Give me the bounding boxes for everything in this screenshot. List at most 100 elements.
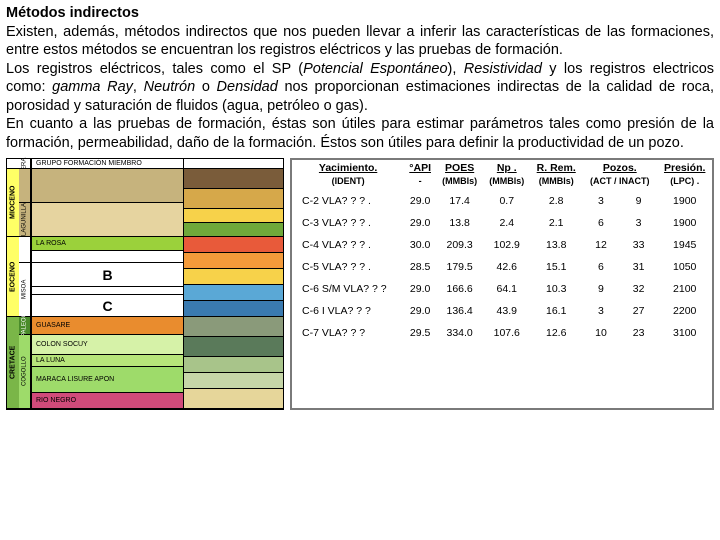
table-cell: 1900 [657,190,712,212]
table-cell: 12 [582,234,620,256]
table-cell: 1900 [657,212,712,234]
period-cell: ERA [19,159,31,169]
era-column: MIOCENOEOCENOCRETACE [7,159,19,409]
era-cell [7,159,19,169]
table-subhead-cell: (ACT / INACT) [582,176,657,190]
para-3: En cuanto a las pruebas de formación, és… [6,116,714,151]
table-cell: 10.3 [530,278,582,300]
term-sp: Potencial Espontáneo [303,61,447,77]
para-2a: Los registros eléctricos, tales como el … [6,61,303,77]
period-cell [19,169,31,203]
table-cell: 179.5 [436,256,483,278]
log-cell [184,317,283,337]
table-header-row: Yacimiento.°APIPOESNp .R. Rem.Pozos.Pres… [292,160,712,176]
table-cell: 9 [620,190,658,212]
period-cell [19,237,31,263]
table-row: C-6 S/M VLA? ? ?29.0166.664.110.39322100 [292,278,712,300]
table-cell: 1050 [657,256,712,278]
stratum-cell: RIO NEGRO [32,393,183,409]
para-2e: o [195,79,216,95]
table-cell: 209.3 [436,234,483,256]
stratum-cell [32,203,183,237]
table-cell: 33 [620,234,658,256]
table-cell: C-5 VLA? ? ? . [292,256,404,278]
table-cell: 16.1 [530,300,582,322]
table-cell: 2.1 [530,212,582,234]
table-header-cell: Np . [483,160,530,176]
table-subhead-cell: (MMBls) [483,176,530,190]
table-cell: 0.7 [483,190,530,212]
log-cell [184,159,283,169]
log-cell [184,269,283,285]
log-cell [184,301,283,317]
stratum-cell: GRUPO FORMACIÓN MIEMBRO [32,159,183,169]
table-cell: 3 [582,300,620,322]
log-cell [184,373,283,389]
term-gamma: gamma Ray [52,79,133,95]
table-cell: 166.6 [436,278,483,300]
table-cell: 29.0 [404,212,436,234]
table-cell: 15.1 [530,256,582,278]
table-header-cell: Yacimiento. [292,160,404,176]
table-cell: 3 [582,190,620,212]
stratum-cell: GUASARE [32,317,183,335]
log-cell [184,189,283,209]
table-cell: 2.4 [483,212,530,234]
period-cell: COGOLLO [19,335,31,409]
table-cell: 29.0 [404,278,436,300]
stratum-cell: LA ROSA [32,237,183,251]
table-cell: 2200 [657,300,712,322]
table-cell: 10 [582,322,620,344]
para-2b: ), [448,61,464,77]
table-cell: C-7 VLA? ? ? [292,322,404,344]
table-subhead-cell: (MMBls) [436,176,483,190]
log-cell [184,337,283,357]
table-row: C-4 VLA? ? ? .30.0209.3102.913.812331945 [292,234,712,256]
stratum-cell: B [32,263,183,287]
period-column: ERALAGUNILLAMISOAPALEOCCOGOLLO [19,159,31,409]
table-cell: 28.5 [404,256,436,278]
stratum-cell: COLON SOCUY [32,335,183,355]
table-row: C-3 VLA? ? ? .29.013.82.42.1631900 [292,212,712,234]
stratum-cell [32,287,183,295]
table-cell: 6 [582,256,620,278]
table-cell: 27 [620,300,658,322]
era-cell: MIOCENO [7,169,19,237]
table-cell: 9 [582,278,620,300]
table-header-cell: Pozos. [582,160,657,176]
strata-column: GRUPO FORMACIÓN MIEMBROLA ROSABCGUASAREC… [31,159,183,409]
table-cell: 13.8 [436,212,483,234]
table-cell: 32 [620,278,658,300]
table-subhead-cell: (LPC) . [657,176,712,190]
table-cell: 29.0 [404,300,436,322]
table-cell: 1945 [657,234,712,256]
para-1: Existen, además, métodos indirectos que … [6,24,714,59]
era-cell: EOCENO [7,237,19,317]
table-header-cell: Presión. [657,160,712,176]
table-cell: 31 [620,256,658,278]
table-cell: 2.8 [530,190,582,212]
text-header: Métodos indirectos Existen, además, méto… [0,0,720,156]
table-subhead-cell: - [404,176,436,190]
table-row: C-5 VLA? ? ? .28.5179.542.615.16311050 [292,256,712,278]
stratum-cell: LA LUNA [32,355,183,367]
term-dens: Densidad [217,79,278,95]
table-row: C-7 VLA? ? ?29.5334.0107.612.610233100 [292,322,712,344]
table-row: C-2 VLA? ? ? .29.017.40.72.8391900 [292,190,712,212]
log-cell [184,357,283,373]
table-cell: 334.0 [436,322,483,344]
table-cell: C-4 VLA? ? ? . [292,234,404,256]
table-subhead-cell: (MMBls) [530,176,582,190]
table-cell: 12.6 [530,322,582,344]
table-cell: 64.1 [483,278,530,300]
table-cell: 102.9 [483,234,530,256]
table-cell: 136.4 [436,300,483,322]
para-2d: , [133,79,144,95]
table-cell: C-3 VLA? ? ? . [292,212,404,234]
stratum-cell [32,251,183,263]
period-cell: MISOA [19,263,31,317]
table-cell: 43.9 [483,300,530,322]
stratigraphy-chart: MIOCENOEOCENOCRETACE ERALAGUNILLAMISOAPA… [6,158,284,410]
table-row: C-6 I VLA? ? ?29.0136.443.916.13272200 [292,300,712,322]
table-body: C-2 VLA? ? ? .29.017.40.72.8391900C-3 VL… [292,190,712,344]
